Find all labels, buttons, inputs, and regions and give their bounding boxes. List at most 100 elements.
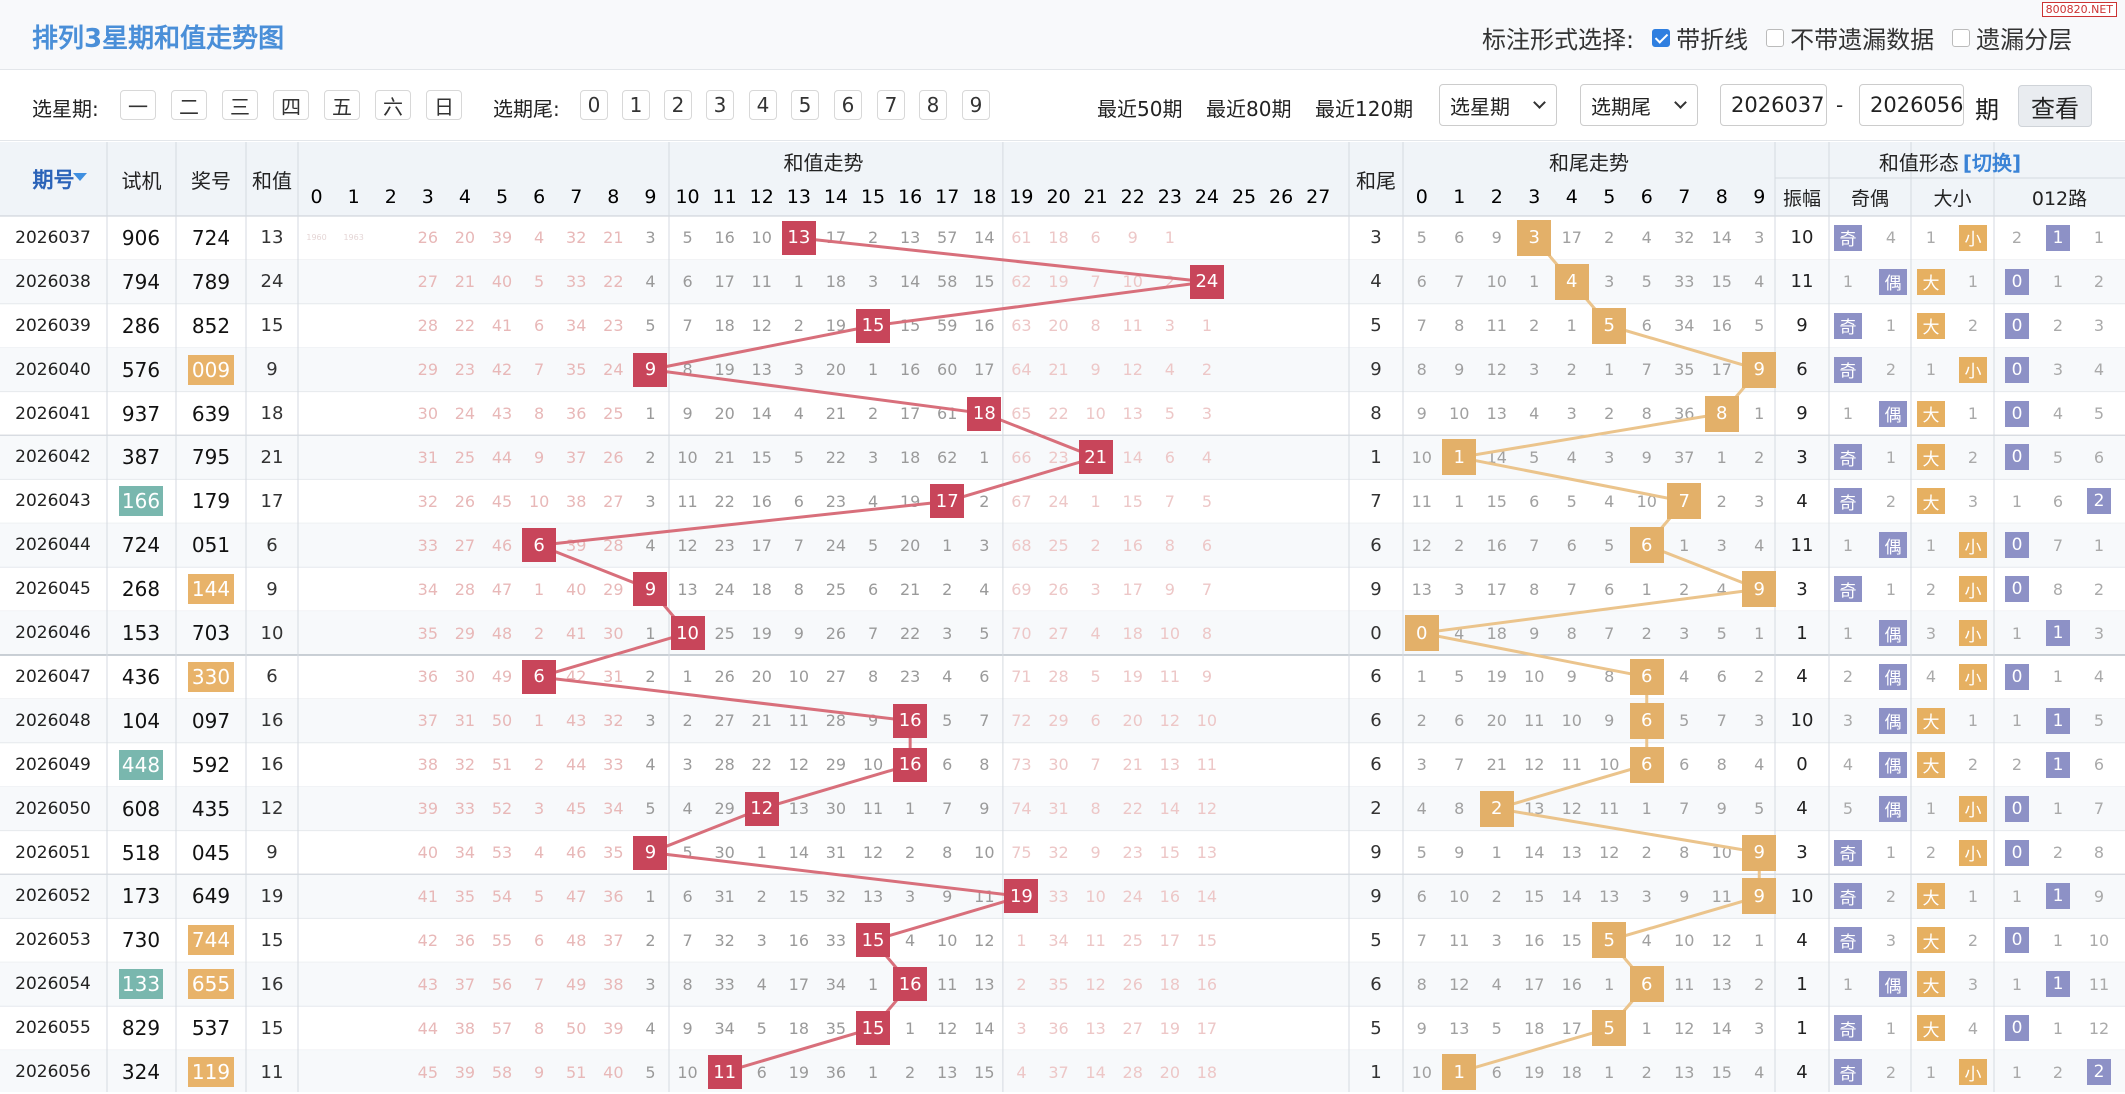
period-cell: 2026054 (15, 974, 91, 995)
tail-value: 6 (1370, 710, 1382, 732)
sum-miss-value: 52 (491, 799, 513, 819)
sum-miss-value: 40 (417, 843, 439, 863)
miss-layer-option-label[interactable]: 遗漏分层 (1976, 26, 2073, 54)
sum-ball: 9 (633, 572, 668, 607)
route-miss: 3 (2093, 623, 2105, 643)
sum-miss-value: 32 (417, 491, 439, 511)
tail-ball: 7 (1667, 483, 1702, 520)
tail-button-5[interactable]: 5 (791, 90, 819, 120)
odd-even-miss: 2 (1842, 667, 1854, 687)
period-cell: 2026039 (15, 315, 91, 336)
prize-number: 144 (188, 574, 234, 605)
tail-button-9[interactable]: 9 (962, 90, 990, 120)
big-small-tag: 小 (1959, 663, 1987, 690)
odd-even-tag: 奇 (1834, 488, 1862, 515)
page-title: 排列3星期和值走势图 (32, 24, 285, 54)
route-tag: 1 (2046, 751, 2070, 778)
tail-select[interactable]: 选期尾 (1580, 84, 1698, 126)
recent-80-link[interactable]: 最近80期 (1206, 97, 1292, 121)
weekday-select[interactable]: 选星期 (1439, 84, 1557, 126)
sum-column-header: 15 (860, 185, 886, 208)
big-small-miss: 3 (1925, 623, 1937, 643)
trial-number: 730 (121, 928, 161, 953)
weekday-button-tue[interactable]: 二 (171, 90, 207, 120)
prize-number: 639 (191, 401, 231, 426)
tail-ball: 9 (1742, 834, 1777, 871)
odd-even-tag: 偶 (1879, 971, 1907, 998)
sum-miss-value: 36 (454, 930, 476, 950)
recent-50-link[interactable]: 最近50期 (1097, 97, 1183, 121)
tail-header: 和尾 (1356, 168, 1396, 193)
sum-column-header: 11 (712, 185, 737, 208)
big-small-miss: 3 (1967, 974, 1979, 994)
trial-number: 518 (121, 840, 161, 865)
no-miss-option-label[interactable]: 不带遗漏数据 (1790, 26, 1935, 54)
miss-layer-checkbox[interactable] (1952, 28, 1971, 47)
no-miss-checkbox[interactable] (1766, 28, 1785, 47)
sum-miss-value: 24 (454, 404, 476, 424)
query-button[interactable]: 查看 (2018, 85, 2092, 127)
big-small-tag: 大 (1917, 927, 1945, 954)
amplitude-value: 9 (1796, 403, 1808, 425)
tail-button-2[interactable]: 2 (664, 90, 692, 120)
big-small-tag: 大 (1917, 707, 1945, 734)
big-small-miss: 1 (1925, 799, 1937, 819)
prize-number: 179 (191, 489, 231, 514)
odd-even-tag: 奇 (1834, 444, 1862, 471)
tail-button-4[interactable]: 4 (749, 90, 777, 120)
tail-button-1[interactable]: 1 (622, 90, 650, 120)
sum-miss-value: 44 (417, 1018, 439, 1038)
line-option-label[interactable]: 带折线 (1676, 26, 1749, 54)
sort-desc-icon[interactable] (73, 173, 87, 181)
sum-column-header: 13 (786, 185, 811, 208)
weekday-button-wed[interactable]: 三 (222, 90, 258, 120)
sum-ball: 9 (633, 835, 668, 870)
route-tag: 0 (2005, 663, 2029, 690)
switch-link[interactable]: [切换] (1962, 150, 2022, 175)
route-tag: 1 (2046, 620, 2070, 647)
big-small-tag: 小 (1959, 532, 1987, 559)
tail-button-3[interactable]: 3 (706, 90, 734, 120)
tail-button-0[interactable]: 0 (580, 90, 608, 120)
route-tag: 0 (2005, 532, 2029, 559)
trial-header: 试机 (121, 168, 162, 193)
weekday-button-sat[interactable]: 六 (375, 90, 411, 120)
weekday-button-thu[interactable]: 四 (273, 90, 309, 120)
sum-miss-value: 51 (491, 755, 513, 775)
tail-button-8[interactable]: 8 (919, 90, 947, 120)
period-unit-label: 期 (1975, 96, 1999, 124)
route-tag: 0 (2005, 312, 2029, 339)
sum-value: 15 (260, 1017, 284, 1039)
big-small-miss: 1 (1925, 228, 1937, 248)
sum-miss-value: 54 (491, 886, 513, 906)
tail-button-7[interactable]: 7 (877, 90, 905, 120)
tail-value: 4 (1370, 271, 1382, 293)
sum-miss-value: 28 (417, 316, 439, 336)
period-cell: 2026046 (15, 623, 91, 644)
tail-value: 6 (1370, 973, 1382, 995)
weekday-button-fri[interactable]: 五 (324, 90, 360, 120)
route-tag: 1 (2046, 883, 2070, 910)
recent-120-link[interactable]: 最近120期 (1315, 97, 1414, 121)
route-tag: 0 (2005, 839, 2029, 866)
weekday-button-mon[interactable]: 一 (120, 90, 156, 120)
tail-value: 3 (1370, 227, 1382, 249)
tail-ball: 6 (1629, 702, 1664, 739)
big-small-tag: 大 (1917, 751, 1945, 778)
trial-number: 173 (121, 884, 161, 909)
big-small-miss: 1 (1967, 886, 1979, 906)
sum-miss-value: 20 (454, 228, 476, 248)
odd-even-miss: 1 (1842, 272, 1854, 292)
sum-value: 24 (260, 271, 284, 293)
tail-ball: 9 (1742, 878, 1777, 915)
route-miss: 5 (2052, 447, 2064, 467)
weekday-button-sun[interactable]: 日 (426, 90, 462, 120)
period-to-input[interactable]: 2026056 (1859, 84, 1964, 126)
period-from-input[interactable]: 2026037 (1720, 84, 1827, 126)
tail-button-6[interactable]: 6 (834, 90, 862, 120)
sum-ball: 18 (967, 396, 1002, 431)
sum-column-header: 6 (533, 185, 546, 208)
route-tag: 0 (2005, 927, 2029, 954)
line-checkbox[interactable] (1652, 28, 1671, 47)
big-small-tag: 小 (1959, 224, 1987, 251)
